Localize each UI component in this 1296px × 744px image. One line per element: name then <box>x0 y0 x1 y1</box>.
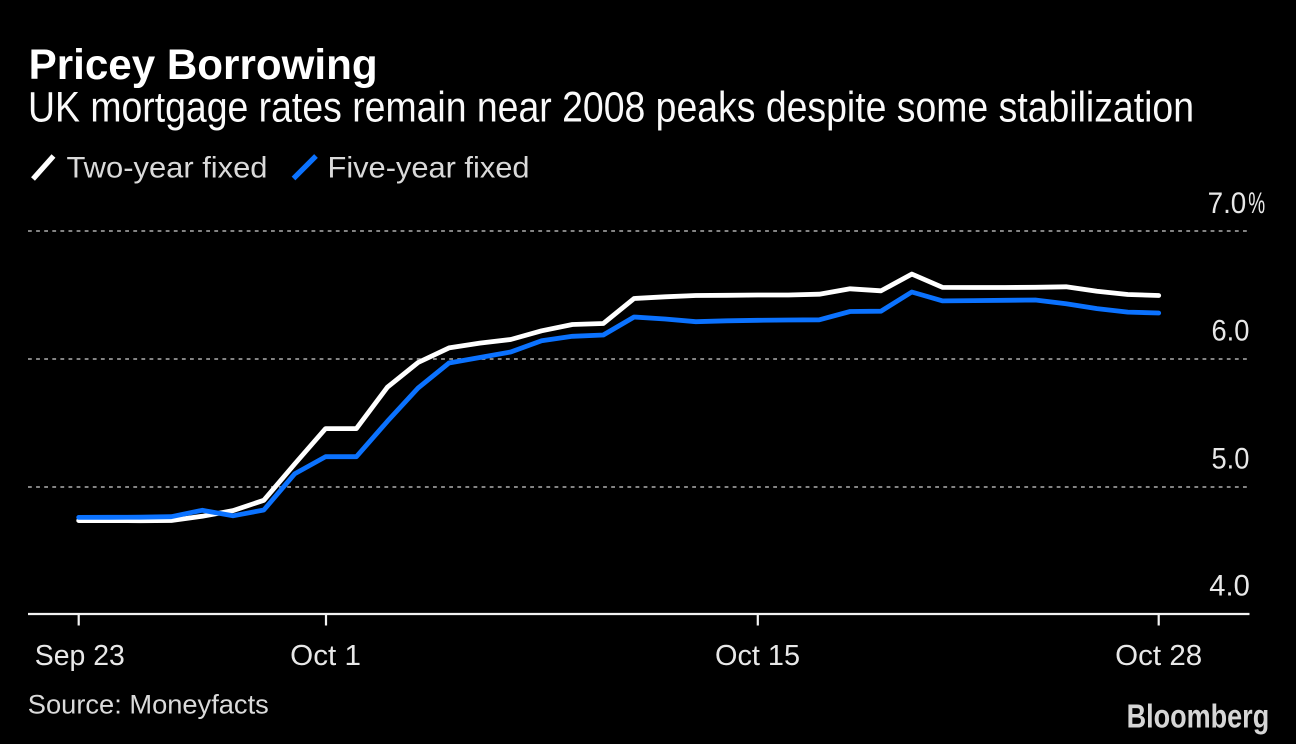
svg-text:Five-year fixed: Five-year fixed <box>328 152 530 185</box>
svg-text:UK mortgage rates remain near: UK mortgage rates remain near 2008 peaks… <box>28 84 1194 131</box>
svg-text:Oct 15: Oct 15 <box>715 640 800 672</box>
svg-text:4.0: 4.0 <box>1209 570 1250 603</box>
svg-text:Sep 23: Sep 23 <box>35 640 125 672</box>
svg-text:%: % <box>1248 187 1265 220</box>
svg-text:Pricey Borrowing: Pricey Borrowing <box>29 42 378 89</box>
svg-text:7.0: 7.0 <box>1208 187 1247 220</box>
svg-text:Oct 28: Oct 28 <box>1115 640 1202 672</box>
svg-text:Bloomberg: Bloomberg <box>1127 698 1270 735</box>
svg-text:5.0: 5.0 <box>1212 443 1250 476</box>
svg-text:6.0: 6.0 <box>1212 315 1250 348</box>
svg-text:Source: Moneyfacts: Source: Moneyfacts <box>28 689 269 719</box>
svg-text:Two-year fixed: Two-year fixed <box>67 152 268 185</box>
svg-text:Oct 1: Oct 1 <box>290 640 361 672</box>
